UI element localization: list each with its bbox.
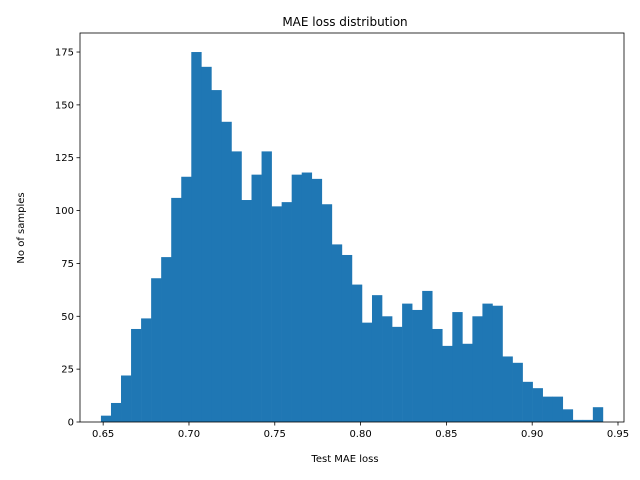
histogram-bar	[572, 419, 584, 422]
x-tick-label: 0.85	[435, 429, 457, 440]
histogram-bar	[221, 121, 232, 422]
histogram-bar	[392, 326, 403, 422]
histogram-bar	[241, 200, 252, 422]
histogram-bar	[592, 407, 604, 422]
histogram-bar	[341, 254, 353, 422]
histogram-bar	[542, 396, 553, 422]
x-tick-label: 0.65	[92, 429, 114, 440]
histogram-bar	[462, 343, 473, 422]
y-axis-ticks: 0 25 50 75 100 125 150 175	[55, 48, 80, 429]
histogram-bar	[382, 316, 393, 422]
x-axis-ticks: 0.65 0.70 0.75 0.80 0.85 0.90 0.95	[92, 422, 629, 440]
histogram-bar	[251, 174, 262, 422]
histogram-bar	[151, 278, 162, 422]
histogram-bar	[351, 284, 363, 422]
axes-frame	[79, 32, 625, 423]
histogram-bar	[371, 295, 383, 422]
histogram-bar	[582, 419, 594, 422]
histogram-bar	[532, 388, 543, 422]
histogram-bar	[402, 303, 413, 422]
histogram-bar	[442, 345, 453, 422]
histogram-bar	[131, 328, 142, 422]
histogram-bar	[482, 303, 493, 422]
histogram-bar	[361, 322, 373, 422]
histogram-bar	[522, 381, 533, 422]
bars-group	[100, 52, 604, 423]
x-tick-label: 0.75	[264, 429, 286, 440]
histogram-bar	[191, 52, 202, 422]
x-axis-label: Test MAE loss	[310, 454, 378, 465]
histogram-bar	[472, 316, 483, 422]
x-tick-label: 0.70	[178, 429, 200, 440]
histogram-bar	[291, 174, 303, 422]
histogram-bar	[281, 202, 292, 422]
x-tick-label: 0.80	[349, 429, 371, 440]
histogram-bar	[452, 312, 463, 422]
y-tick-label: 125	[55, 153, 74, 164]
y-tick-label: 150	[55, 100, 74, 111]
histogram-bar	[100, 415, 112, 422]
y-axis-label: No of samples	[16, 192, 27, 263]
chart-title: MAE loss distribution	[282, 15, 407, 29]
histogram-bar	[502, 356, 513, 422]
y-tick-label: 25	[61, 365, 74, 376]
y-tick-label: 75	[61, 259, 74, 270]
histogram-bar	[301, 172, 313, 422]
histogram-bar	[512, 362, 523, 422]
histogram-bar	[110, 402, 122, 422]
histogram-bar	[422, 290, 433, 422]
histogram-bar	[161, 257, 172, 422]
histogram-bar	[331, 244, 343, 422]
histogram-bar	[321, 204, 333, 422]
histogram-bar	[211, 90, 222, 422]
histogram-bar	[231, 151, 242, 422]
histogram-bar	[171, 197, 182, 422]
histogram-bar	[492, 305, 503, 422]
histogram-bar	[121, 375, 132, 422]
histogram-bar	[181, 176, 192, 422]
histogram-bar	[562, 409, 574, 422]
histogram-bar	[201, 66, 212, 422]
x-tick-label: 0.95	[607, 429, 629, 440]
histogram-bar	[552, 396, 564, 422]
y-tick-label: 175	[55, 48, 74, 59]
histogram-bar	[432, 328, 443, 422]
y-tick-label: 0	[68, 418, 74, 429]
y-tick-label: 100	[55, 206, 74, 217]
histogram-bar	[261, 151, 272, 422]
histogram-bar	[311, 178, 323, 423]
histogram-bar	[271, 206, 282, 422]
y-tick-label: 50	[61, 312, 74, 323]
histogram-bar	[141, 318, 152, 422]
x-tick-label: 0.90	[521, 429, 543, 440]
histogram-bar	[412, 309, 423, 422]
